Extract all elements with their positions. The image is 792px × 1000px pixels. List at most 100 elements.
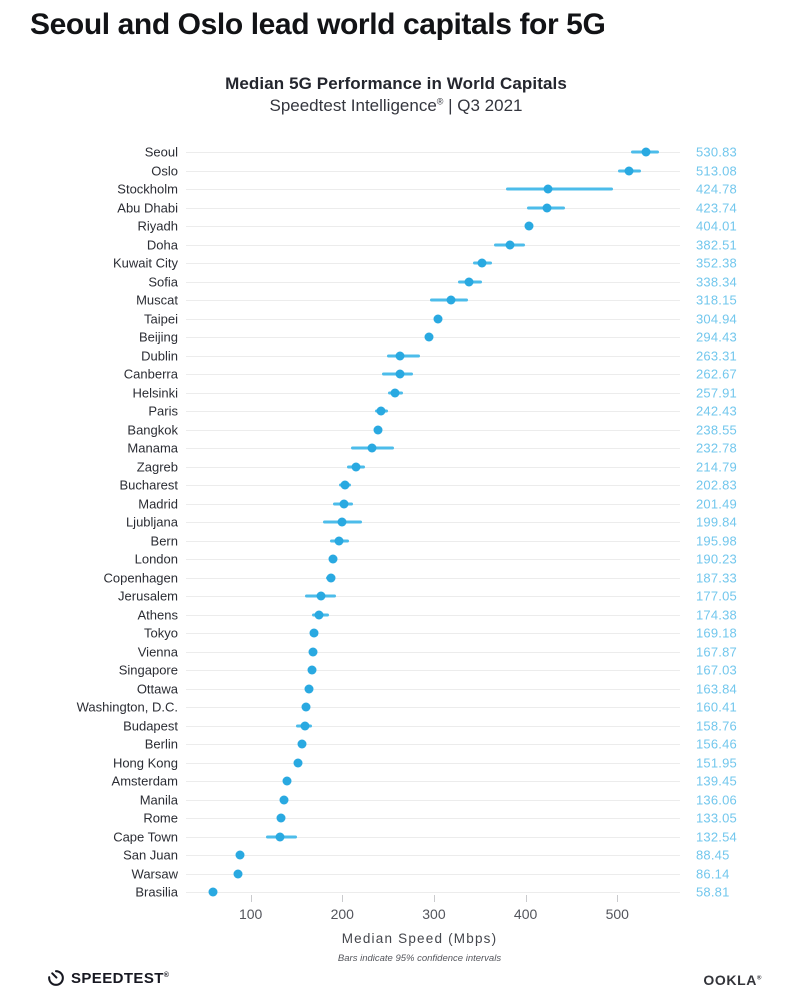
median-speed-dot	[477, 258, 487, 268]
city-label: Muscat	[136, 292, 178, 308]
city-label: London	[134, 551, 178, 567]
median-speed-value: 169.18	[696, 625, 737, 641]
city-label: Sofia	[148, 274, 178, 289]
city-label: Washington, D.C.	[76, 699, 178, 715]
median-speed-value: 88.45	[696, 847, 730, 863]
median-speed-dot	[275, 832, 285, 841]
page-title: Seoul and Oslo lead world capitals for 5…	[30, 8, 606, 41]
median-speed-value: 132.54	[696, 829, 737, 844]
chart-subtitle-brand: Speedtest Intelligence	[269, 96, 437, 115]
median-speed-value: 202.83	[696, 477, 737, 493]
row-gridline	[186, 799, 680, 801]
confidence-note: Bars indicate 95% confidence intervals	[337, 953, 502, 964]
city-label: Zagreb	[136, 459, 178, 474]
median-speed-dot	[326, 573, 336, 582]
row-gridline	[186, 152, 680, 153]
median-speed-dot	[300, 721, 309, 730]
city-label: Bern	[150, 533, 178, 548]
median-speed-dot	[543, 184, 553, 194]
median-speed-dot	[282, 776, 292, 786]
city-label: Kuwait City	[112, 255, 178, 271]
row-gridline	[186, 762, 680, 764]
row-gridline	[186, 707, 680, 708]
median-speed-value: 304.94	[696, 311, 737, 326]
row-gridline	[186, 318, 680, 320]
city-label: Copenhagen	[103, 570, 178, 585]
median-speed-dot	[308, 647, 318, 656]
city-label: Oslo	[151, 163, 178, 178]
row-gridline	[186, 559, 680, 560]
median-speed-value: 199.84	[696, 514, 737, 530]
median-speed-dot	[446, 295, 456, 305]
median-speed-value: 262.67	[696, 366, 737, 382]
row-gridline	[186, 781, 680, 782]
city-label: Vienna	[137, 644, 178, 659]
city-label: Riyadh	[137, 218, 178, 234]
city-label: Madrid	[138, 496, 178, 511]
row-gridline	[186, 892, 680, 893]
city-label: Athens	[137, 607, 178, 622]
median-speed-dot	[624, 166, 634, 175]
median-speed-dot	[424, 332, 434, 342]
median-speed-dot	[316, 591, 326, 601]
median-speed-dot	[328, 554, 338, 564]
median-speed-value: 404.01	[696, 218, 737, 234]
row-gridline	[186, 170, 680, 172]
city-label: Manama	[127, 440, 178, 456]
city-label: Helsinki	[132, 385, 178, 400]
median-speed-value: 382.51	[696, 237, 737, 252]
median-speed-value: 158.76	[696, 718, 737, 733]
median-speed-dot	[351, 462, 361, 471]
city-label: Amsterdam	[111, 773, 178, 789]
row-gridline	[186, 226, 680, 227]
median-speed-value: 136.06	[696, 792, 737, 807]
median-speed-value: 352.38	[696, 255, 737, 271]
x-axis-tick-label: 200	[330, 906, 354, 922]
city-label: Ottawa	[136, 681, 178, 696]
median-speed-value: 139.45	[696, 773, 737, 789]
row-gridline	[186, 688, 680, 690]
median-speed-value: 160.41	[696, 699, 737, 715]
median-speed-dot	[505, 240, 515, 249]
row-gridline	[186, 355, 680, 357]
median-speed-value: 86.14	[696, 866, 730, 881]
city-label: Berlin	[144, 736, 178, 752]
x-axis-tick-mark	[433, 895, 435, 902]
city-label: Tokyo	[144, 625, 178, 641]
city-label: Ljubljana	[125, 514, 178, 530]
median-speed-value: 58.81	[696, 884, 730, 900]
x-axis-tick-mark	[525, 895, 527, 902]
row-gridline	[186, 485, 680, 486]
median-speed-value: 263.31	[696, 348, 737, 363]
median-speed-value: 530.83	[696, 144, 737, 160]
row-gridline	[186, 744, 680, 745]
median-speed-dot	[395, 351, 405, 360]
median-speed-value: 174.38	[696, 607, 737, 622]
median-speed-dot	[542, 203, 552, 212]
median-speed-value: 201.49	[696, 496, 737, 511]
median-speed-value: 318.15	[696, 292, 737, 308]
city-label: San Juan	[123, 847, 178, 863]
row-gridline	[186, 725, 680, 727]
median-speed-dot	[390, 388, 400, 397]
median-speed-value: 232.78	[696, 440, 737, 456]
median-speed-dot	[301, 702, 311, 712]
median-speed-value: 513.08	[696, 163, 737, 178]
median-speed-value: 242.43	[696, 403, 737, 419]
row-gridline	[186, 281, 680, 283]
row-gridline	[186, 873, 680, 875]
ookla-registered-mark: ®	[756, 975, 762, 982]
x-axis-tick-mark	[250, 895, 252, 902]
city-label: Singapore	[118, 662, 178, 678]
row-gridline	[186, 855, 680, 856]
row-gridline	[186, 411, 680, 412]
row-gridline	[186, 651, 680, 653]
city-label: Dublin	[141, 348, 178, 363]
median-speed-dot	[524, 221, 534, 231]
row-gridline	[186, 263, 680, 264]
median-speed-dot	[464, 277, 474, 286]
median-speed-dot	[297, 739, 307, 749]
median-speed-value: 190.23	[696, 551, 737, 567]
median-speed-value: 238.55	[696, 422, 737, 437]
